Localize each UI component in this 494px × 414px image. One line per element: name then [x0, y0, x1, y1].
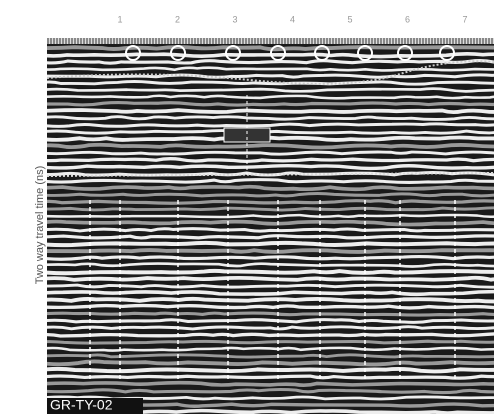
radargram	[40, 44, 494, 414]
reflection-band	[40, 271, 494, 273]
x-tick-label: 3	[232, 14, 237, 24]
reflection-band	[40, 376, 494, 378]
x-tick-label: 5	[347, 14, 352, 24]
y-axis-label: Two way travel time (ns)	[34, 166, 46, 285]
x-tick-label: 7	[462, 14, 467, 24]
reflection-band	[40, 334, 494, 336]
reflection-band	[40, 166, 494, 169]
reflection-band	[40, 327, 494, 329]
reflection-band	[40, 299, 494, 302]
x-tick-label: 1	[117, 14, 122, 24]
reflection-band	[40, 243, 494, 245]
reflection-band	[40, 47, 494, 49]
reflection-band	[40, 285, 494, 287]
x-tick-label: 4	[290, 14, 295, 24]
x-tick-label: 2	[175, 14, 180, 24]
reflection-band	[40, 110, 494, 112]
reflection-band	[40, 278, 494, 280]
radargram-figure: 1 2 3 4 5 6 7 Two way travel time (ns) GR-TY-0…	[0, 0, 494, 414]
reflection-band	[40, 54, 494, 57]
reflection-band	[40, 341, 494, 343]
reflection-band	[40, 361, 494, 364]
reflection-band	[40, 187, 494, 190]
x-tick-label: 6	[405, 14, 410, 24]
reflection-band	[40, 250, 494, 252]
profile-label: GR-TY-02	[50, 397, 113, 413]
